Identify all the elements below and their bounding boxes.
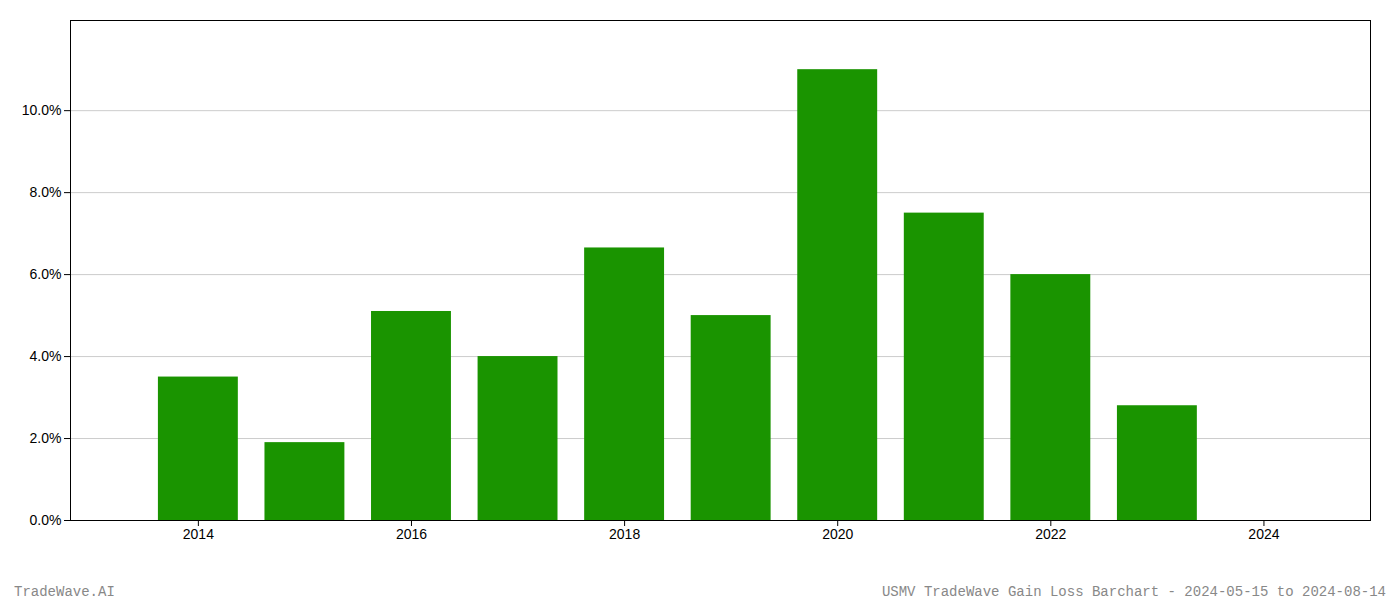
svg-text:2014: 2014 [183, 526, 214, 542]
svg-text:2020: 2020 [822, 526, 853, 542]
svg-text:2018: 2018 [609, 526, 640, 542]
svg-text:2024: 2024 [1248, 526, 1279, 542]
svg-text:6.0%: 6.0% [30, 266, 62, 282]
svg-text:2.0%: 2.0% [30, 430, 62, 446]
html-text:USMV TradeWave Gain Loss Barch: USMV TradeWave Gain Loss Barchart - 2024… [881, 584, 1386, 600]
svg-text:0.0%: 0.0% [30, 512, 62, 528]
svg-text:2016: 2016 [396, 526, 427, 542]
svg-text:4.0%: 4.0% [30, 348, 62, 364]
svg-text:10.0%: 10.0% [22, 102, 62, 118]
html-text:TradeWave.AI: TradeWave.AI [14, 584, 115, 600]
svg-text:8.0%: 8.0% [30, 184, 62, 200]
svg-text:2022: 2022 [1035, 526, 1066, 542]
